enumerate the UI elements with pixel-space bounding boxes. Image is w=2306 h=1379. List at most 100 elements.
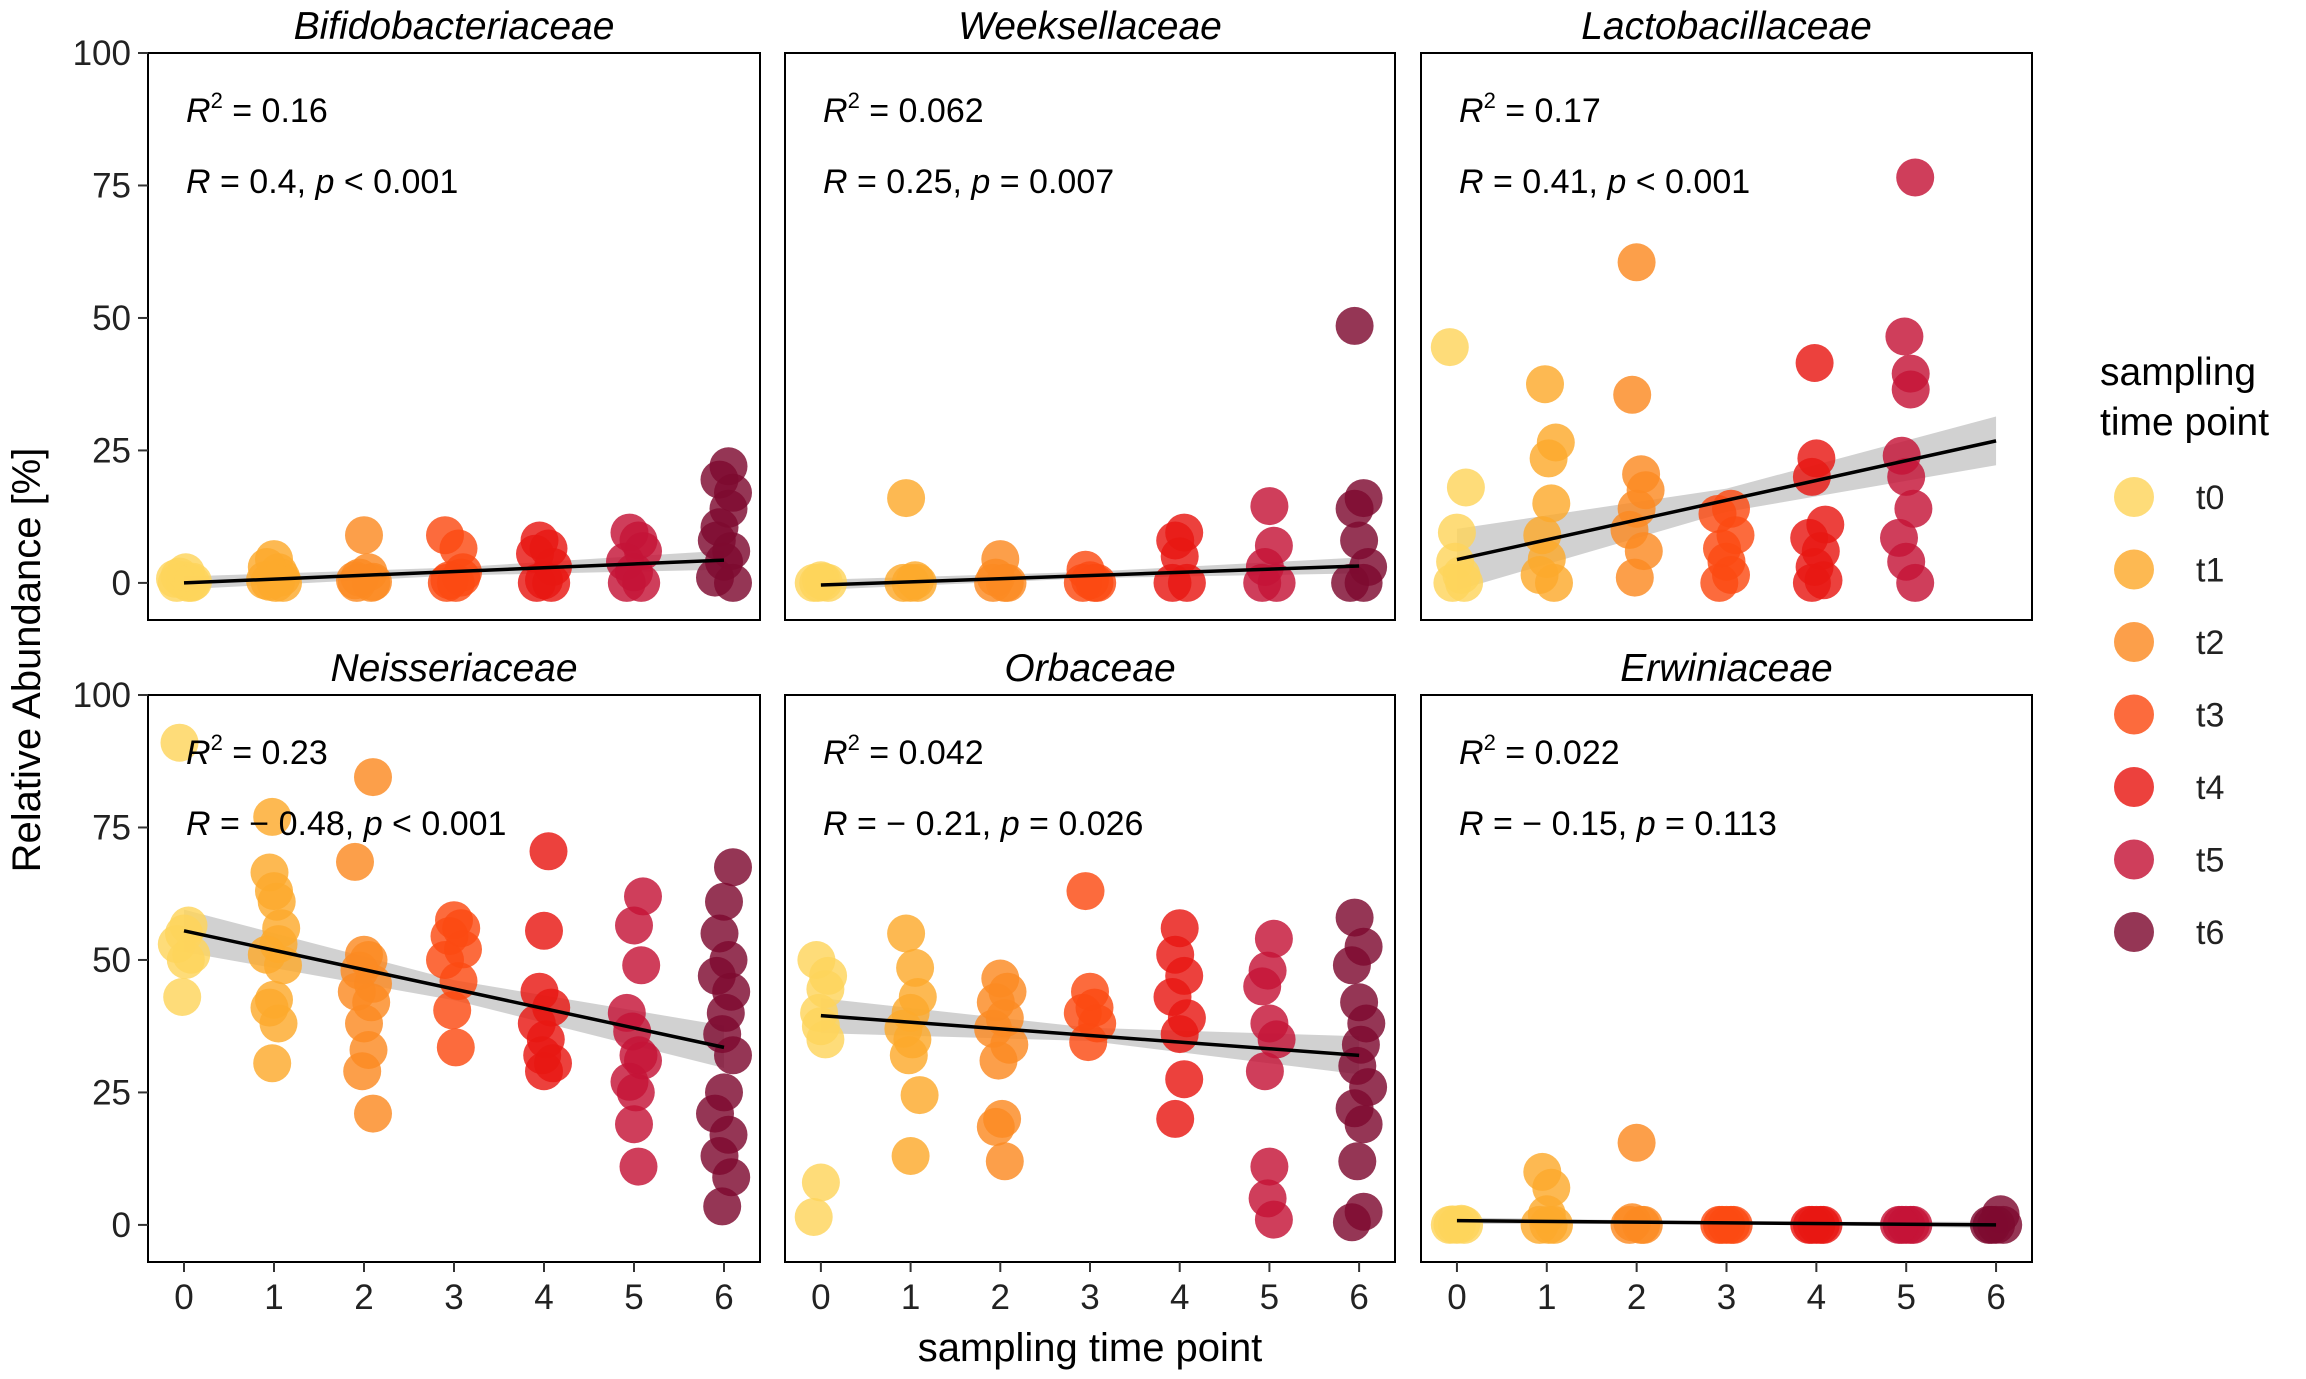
legend-swatch-t2 — [2114, 622, 2154, 662]
r-symbol: R — [1459, 163, 1484, 201]
legend-label-t5: t5 — [2196, 842, 2224, 880]
data-point — [259, 1004, 298, 1043]
legend-label-t6: t6 — [2196, 914, 2224, 952]
correlation-value: = 0.25, — [848, 163, 972, 201]
r-symbol: R — [186, 805, 211, 843]
x-tick-label: 3 — [444, 1278, 463, 1317]
data-point — [1433, 1205, 1472, 1244]
points-group — [157, 723, 752, 1226]
data-point — [525, 1052, 563, 1091]
data-point — [1344, 563, 1383, 602]
data-point — [974, 563, 1013, 602]
points-group — [794, 306, 1388, 602]
data-point — [1700, 563, 1739, 602]
data-point — [799, 563, 838, 602]
r-squared-label: R2 = 0.062 — [823, 88, 984, 130]
legend-swatch-t6 — [2114, 912, 2154, 952]
x-tick-label: 4 — [1807, 1278, 1826, 1317]
panel-title: Orbaceae — [1004, 647, 1175, 690]
regression-line — [820, 1013, 1360, 1058]
legend-label-t2: t2 — [2196, 624, 2224, 662]
p-symbol: p — [314, 163, 334, 201]
data-point — [1617, 1123, 1656, 1162]
data-point — [1526, 365, 1564, 404]
data-point — [163, 978, 202, 1016]
r-squared-value: = 0.042 — [860, 734, 984, 772]
legend-swatch-t5 — [2114, 839, 2154, 880]
data-point — [1795, 344, 1834, 382]
data-point — [532, 563, 571, 602]
p-value: = 0.026 — [1020, 805, 1144, 843]
p-symbol: p — [1636, 805, 1656, 843]
superscript-2: 2 — [211, 88, 223, 113]
data-point — [253, 1044, 292, 1083]
data-point — [1250, 487, 1289, 526]
data-point — [1335, 306, 1374, 345]
regression-line — [183, 929, 725, 1050]
data-point — [1344, 1105, 1383, 1144]
data-point — [1243, 563, 1282, 602]
correlation-value: = 0.41, — [1484, 163, 1608, 201]
r-symbol: R — [186, 163, 211, 201]
data-point — [1529, 439, 1568, 478]
x-tick-label: 1 — [1537, 1278, 1556, 1317]
data-point — [1332, 1203, 1371, 1242]
data-point — [705, 882, 743, 921]
data-point — [1792, 563, 1831, 602]
data-point — [615, 906, 653, 945]
panel-frame — [784, 52, 1396, 621]
data-point — [619, 1147, 658, 1186]
points-group — [1430, 158, 1935, 602]
y-axis-title: Relative Abundance [%] — [5, 448, 49, 873]
data-point — [1700, 1205, 1739, 1244]
data-point — [343, 1052, 382, 1091]
data-point — [337, 563, 376, 602]
correlation-label: R = 0.4, p < 0.001 — [186, 163, 458, 201]
data-point — [616, 1073, 655, 1112]
data-point — [160, 723, 199, 762]
r-squared-value: = 0.23 — [223, 734, 328, 772]
data-point — [1066, 872, 1105, 911]
data-point — [1437, 513, 1476, 552]
data-point — [1529, 1205, 1568, 1244]
r-symbol: R — [186, 734, 211, 772]
r-symbol: R — [186, 92, 211, 130]
data-point — [256, 563, 295, 602]
data-point — [1896, 563, 1935, 602]
data-point — [714, 1036, 752, 1075]
data-point — [1535, 563, 1573, 602]
x-tick-label: 5 — [1260, 1278, 1279, 1317]
data-point — [354, 1094, 392, 1133]
r-squared-value: = 0.17 — [1496, 92, 1601, 130]
r-squared-label: R2 = 0.022 — [1459, 730, 1620, 772]
data-point — [1617, 243, 1656, 282]
r-squared-label: R2 = 0.16 — [186, 88, 328, 130]
data-point — [1254, 1200, 1293, 1239]
x-tick-label: 6 — [714, 1278, 733, 1317]
legend-swatch-t4 — [2114, 767, 2154, 807]
panel-frame — [1420, 52, 2033, 621]
legend-label-t3: t3 — [2196, 697, 2224, 735]
data-point — [336, 842, 374, 881]
x-tick-label: 4 — [534, 1278, 553, 1317]
data-point — [624, 877, 662, 916]
data-point — [714, 848, 752, 887]
legend-title-line: time point — [2100, 401, 2269, 444]
x-tick-label: 2 — [354, 1278, 373, 1317]
r-symbol: R — [823, 805, 848, 843]
r-symbol: R — [1459, 734, 1484, 772]
correlation-label: R = 0.41, p < 0.001 — [1459, 163, 1750, 201]
panel-title: Neisseriaceae — [330, 647, 577, 690]
points-group — [794, 872, 1388, 1242]
data-point — [1332, 946, 1371, 985]
data-point — [157, 563, 196, 602]
data-point — [891, 1137, 930, 1175]
x-tick-label: 0 — [174, 1278, 193, 1317]
data-point — [345, 516, 383, 555]
correlation-label: R = − 0.15, p = 0.113 — [1459, 805, 1777, 843]
r-squared-value: = 0.16 — [223, 92, 328, 130]
p-value: < 0.001 — [1626, 163, 1750, 201]
